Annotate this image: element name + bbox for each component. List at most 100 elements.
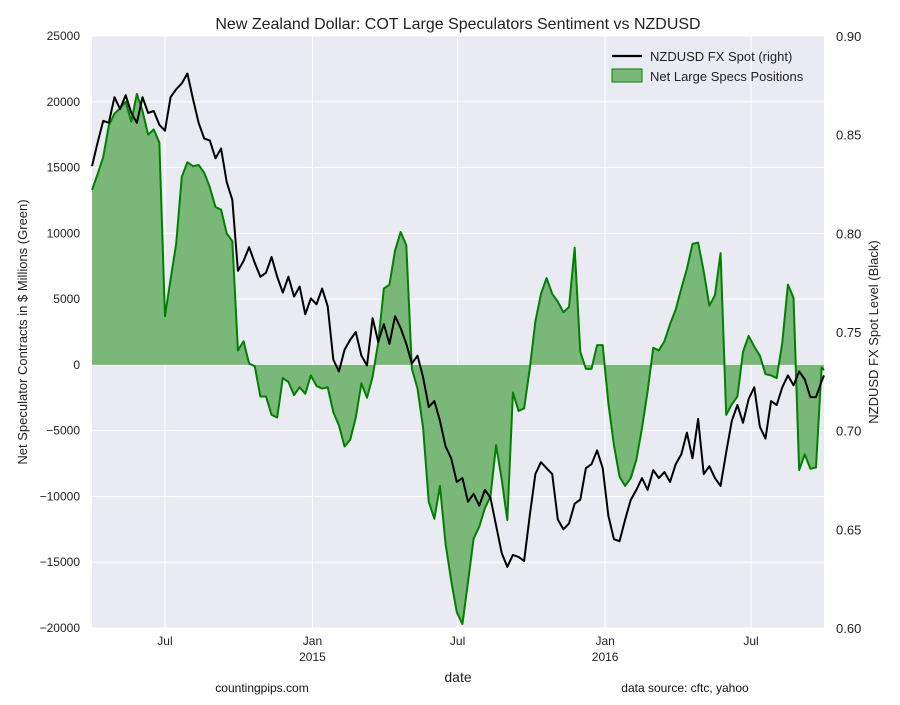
- spot-price-point: [579, 499, 581, 501]
- net-positions-point: [484, 507, 486, 509]
- net-positions-point: [518, 410, 520, 412]
- spot-line-layer: [91, 72, 825, 568]
- net-positions-point: [125, 101, 127, 103]
- net-positions-point: [130, 121, 132, 123]
- spot-price-point: [130, 112, 132, 114]
- net-positions-point: [714, 294, 716, 296]
- net-positions-area-layer: [91, 92, 825, 626]
- spot-price-point: [91, 165, 93, 167]
- spot-price-point: [793, 384, 795, 386]
- spot-price-point: [529, 515, 531, 517]
- net-positions-point: [478, 526, 480, 528]
- spot-price-point: [462, 477, 464, 479]
- net-positions-point: [338, 425, 340, 427]
- spot-price-point: [770, 400, 772, 402]
- spot-price-point: [737, 404, 739, 406]
- spot-price-point: [759, 426, 761, 428]
- net-positions-point: [686, 268, 688, 270]
- net-positions-point: [439, 485, 441, 487]
- net-positions-point: [187, 161, 189, 163]
- spot-price-point: [203, 138, 205, 140]
- net-positions-point: [299, 386, 301, 388]
- footer-site: countingpips.com: [215, 681, 308, 695]
- net-positions-point: [585, 368, 587, 370]
- spot-price-point: [394, 315, 396, 317]
- spot-price-point: [220, 148, 222, 150]
- net-positions-point: [450, 580, 452, 582]
- net-positions-point: [787, 284, 789, 286]
- spot-price-point: [518, 556, 520, 558]
- y-left-tick-label: −15000: [40, 555, 81, 569]
- spot-price-point: [742, 422, 744, 424]
- spot-price-point: [675, 463, 677, 465]
- spot-price-point: [164, 130, 166, 132]
- spot-price-line: [91, 72, 825, 568]
- net-positions-point: [563, 311, 565, 313]
- spot-price-point: [787, 375, 789, 377]
- x-axis-ticks: Jul Jan 2015 Jul Jan 2016 Jul: [157, 634, 758, 664]
- spot-price-point: [102, 120, 104, 122]
- spot-price-point: [456, 481, 458, 483]
- net-positions-point: [400, 231, 402, 233]
- spot-price-point: [697, 418, 699, 420]
- spot-price-point: [265, 272, 267, 274]
- spot-price-point: [299, 286, 301, 288]
- y-left-tick-label: 25000: [47, 29, 81, 43]
- net-positions-point: [557, 301, 559, 303]
- net-positions-point: [619, 476, 621, 478]
- net-positions-point: [652, 347, 654, 349]
- net-positions-point: [422, 427, 424, 429]
- spot-price-point: [490, 497, 492, 499]
- net-positions-point: [591, 368, 593, 370]
- spot-price-point: [585, 467, 587, 469]
- net-positions-point: [737, 396, 739, 398]
- net-positions-point: [731, 404, 733, 406]
- chart-title: New Zealand Dollar: COT Large Speculator…: [215, 16, 700, 33]
- spot-price-point: [636, 489, 638, 491]
- spot-price-point: [243, 260, 245, 262]
- x-tick-label: Jan: [303, 634, 322, 648]
- spot-price-point: [574, 503, 576, 505]
- net-positions-point: [709, 305, 711, 307]
- spot-price-point: [198, 122, 200, 124]
- net-positions-point: [260, 396, 262, 398]
- net-positions-point: [823, 369, 825, 371]
- net-positions-point: [181, 176, 183, 178]
- net-positions-point: [310, 375, 312, 377]
- net-positions-point: [243, 340, 245, 342]
- spot-price-point: [181, 83, 183, 85]
- x-tick-label: Jul: [450, 634, 465, 648]
- spot-price-point: [753, 386, 755, 388]
- spot-price-point: [557, 519, 559, 521]
- spot-price-point: [142, 96, 144, 98]
- spot-price-point: [523, 560, 525, 562]
- net-positions-point: [608, 402, 610, 404]
- spot-price-point: [596, 450, 598, 452]
- net-positions-point: [237, 350, 239, 352]
- spot-price-point: [602, 467, 604, 469]
- spot-price-point: [434, 400, 436, 402]
- spot-price-point: [821, 381, 823, 383]
- net-positions-point: [321, 388, 323, 390]
- net-positions-point: [265, 396, 267, 398]
- net-positions-point: [523, 408, 525, 410]
- net-positions-point: [271, 414, 273, 416]
- spot-price-point: [692, 457, 694, 459]
- net-positions-point: [142, 110, 144, 112]
- legend-area-label: Net Large Specs Positions: [650, 69, 804, 84]
- spot-price-point: [114, 96, 116, 98]
- spot-price-point: [159, 124, 161, 126]
- net-positions-point: [198, 164, 200, 166]
- spot-price-point: [372, 317, 374, 319]
- spot-price-point: [215, 158, 217, 160]
- net-positions-point: [748, 335, 750, 337]
- net-positions-point: [434, 518, 436, 520]
- spot-price-point: [445, 446, 447, 448]
- spot-price-point: [765, 438, 767, 440]
- x-tick-label: Jul: [743, 634, 758, 648]
- y-right-tick-label: 0.75: [836, 325, 861, 340]
- spot-price-point: [563, 529, 565, 531]
- net-positions-point: [355, 417, 357, 419]
- net-positions-point: [501, 479, 503, 481]
- net-positions-point: [658, 350, 660, 352]
